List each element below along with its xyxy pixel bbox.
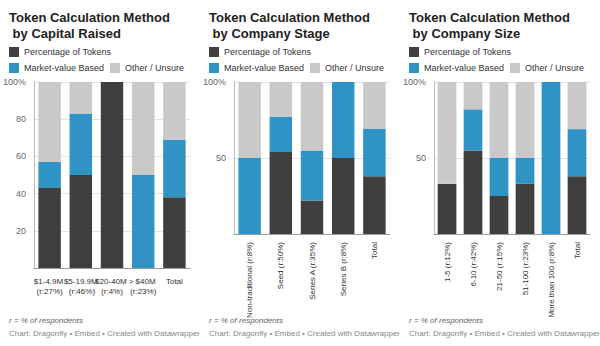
svg-text:Seed (r:50%): Seed (r:50%) (276, 242, 285, 289)
svg-text:100%: 100% (403, 77, 426, 87)
svg-text:Market-value Based: Market-value Based (24, 63, 104, 73)
svg-text:Total: Total (166, 277, 183, 286)
svg-text:Other / Unsure: Other / Unsure (125, 63, 184, 73)
svg-text:$1-4.9M: $1-4.9M (34, 277, 66, 286)
svg-text:(r:46%): (r:46%) (67, 287, 96, 296)
svg-text:Chart: Dragonfly • Embed • Cre: Chart: Dragonfly • Embed • Created with … (209, 329, 400, 338)
svg-text:51-100 (r:23%): 51-100 (r:23%) (521, 242, 530, 296)
svg-text:Percentage of Tokens: Percentage of Tokens (224, 47, 311, 57)
svg-text:Market-value Based: Market-value Based (424, 63, 504, 73)
svg-text:100%: 100% (3, 77, 26, 87)
svg-text:Chart: Dragonfly • Embed • Cre: Chart: Dragonfly • Embed • Created with … (409, 329, 600, 338)
svg-text:80: 80 (16, 114, 26, 124)
svg-text:Total: Total (573, 242, 582, 259)
svg-text:$5-19.9M: $5-19.9M (64, 277, 98, 286)
svg-text:Other / Unsure: Other / Unsure (525, 63, 584, 73)
svg-text:60: 60 (16, 151, 26, 161)
svg-text:r = % of respondents: r = % of respondents (409, 316, 483, 325)
svg-text:40: 40 (16, 189, 26, 199)
svg-text:Other / Unsure: Other / Unsure (325, 63, 384, 73)
svg-text:Percentage of Tokens: Percentage of Tokens (24, 47, 111, 57)
svg-text:50: 50 (416, 153, 426, 163)
svg-text:Total: Total (370, 242, 379, 259)
svg-text:Chart: Dragonfly • Embed • Cre: Chart: Dragonfly • Embed • Created with … (9, 329, 200, 338)
svg-text:20: 20 (16, 226, 26, 236)
svg-text:More than 100 (r:8%): More than 100 (r:8%) (547, 242, 556, 318)
svg-text:1-5 (r:12%): 1-5 (r:12%) (443, 242, 452, 282)
svg-text:Series A (r:35%): Series A (r:35%) (308, 242, 317, 300)
svg-text:Non-traditional (r:8%): Non-traditional (r:8%) (245, 242, 254, 318)
svg-text:100%: 100% (203, 77, 226, 87)
svg-text:Token Calculation Method: Token Calculation Method (209, 10, 370, 25)
svg-text:Market-value Based: Market-value Based (224, 63, 304, 73)
svg-text:50: 50 (216, 153, 226, 163)
svg-text:by Company Size: by Company Size (409, 26, 520, 41)
svg-text:r = % of respondents: r = % of respondents (9, 316, 83, 325)
svg-text:$20-40M: $20-40M (95, 277, 129, 286)
svg-text:Token Calculation Method: Token Calculation Method (9, 10, 170, 25)
svg-text:(r:23%): (r:23%) (130, 287, 157, 296)
svg-text:Percentage of Tokens: Percentage of Tokens (424, 47, 511, 57)
svg-text:21-50 (r:15%): 21-50 (r:15%) (495, 242, 504, 291)
svg-text:Series B (r:8%): Series B (r:8%) (339, 242, 348, 297)
svg-text:(r:27%): (r:27%) (36, 287, 63, 296)
svg-text:r = % of respondents: r = % of respondents (209, 316, 283, 325)
svg-text:6-10 (r:42%): 6-10 (r:42%) (469, 242, 478, 287)
svg-text:Token Calculation Method: Token Calculation Method (409, 10, 570, 25)
svg-text:by Capital Raised: by Capital Raised (9, 26, 121, 41)
svg-text:(r:4%): (r:4%) (101, 287, 123, 296)
svg-text:> $40M: > $40M (129, 277, 158, 286)
svg-text:by Company Stage: by Company Stage (209, 26, 330, 41)
